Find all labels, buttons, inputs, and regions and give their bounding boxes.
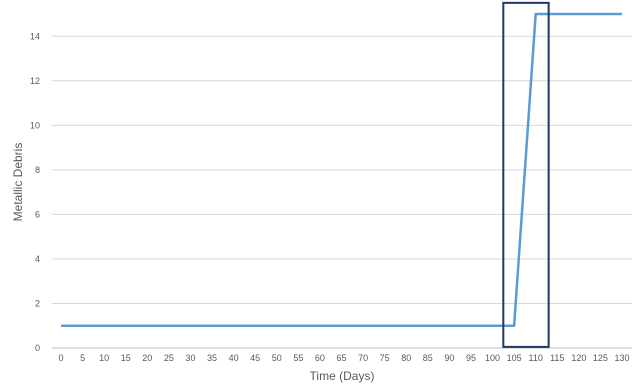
y-tick-label-6: 6 [35, 209, 40, 219]
x-tick-label-110: 110 [529, 353, 543, 363]
x-tick-label-5: 5 [80, 353, 85, 363]
x-tick-label-60: 60 [315, 353, 325, 363]
x-tick-label-20: 20 [142, 353, 152, 363]
y-tick-label-0: 0 [35, 343, 40, 353]
series-group [61, 12, 622, 327]
x-tick-label-25: 25 [164, 353, 174, 363]
y-axis-title: Metallic Debris [11, 143, 25, 222]
x-tick-label-75: 75 [380, 353, 390, 363]
y-tick-label-4: 4 [35, 254, 40, 264]
annotations [502, 1, 550, 348]
y-tick-label-12: 12 [30, 76, 40, 86]
x-tick-label-50: 50 [272, 353, 282, 363]
x-tick-label-85: 85 [423, 353, 433, 363]
y-tick-label-14: 14 [30, 31, 40, 41]
series-line-0 [61, 12, 622, 327]
x-tick-label-10: 10 [99, 353, 109, 363]
x-axis-ticks: 0 5 10 15 20 25 30 35 40 45 50 55 60 65 70 75 80 85 90 95 10… [58, 353, 629, 363]
x-tick-label-125: 125 [593, 353, 608, 363]
x-tick-label-65: 65 [336, 353, 346, 363]
x-tick-label-80: 80 [401, 353, 411, 363]
y-tick-label-2: 2 [35, 298, 40, 308]
highlight-box-0 [502, 1, 550, 348]
x-tick-label-90: 90 [444, 353, 454, 363]
x-tick-label-95: 95 [466, 353, 476, 363]
x-tick-label-115: 115 [550, 353, 564, 363]
gridlines [52, 35, 632, 304]
x-tick-label-45: 45 [250, 353, 260, 363]
x-tick-label-100: 100 [485, 353, 500, 363]
x-tick-label-120: 120 [571, 353, 586, 363]
x-tick-label-40: 40 [229, 353, 239, 363]
y-tick-label-8: 8 [35, 165, 40, 175]
x-tick-label-130: 130 [614, 353, 629, 363]
x-tick-label-15: 15 [121, 353, 131, 363]
x-tick-label-55: 55 [293, 353, 303, 363]
x-tick-label-105: 105 [507, 353, 522, 363]
y-axis-ticks: 0 2 4 6 8 10 12 14 [30, 31, 40, 353]
x-tick-label-0: 0 [58, 353, 63, 363]
x-axis-title: Time (Days) [310, 369, 375, 383]
x-tick-label-30: 30 [185, 353, 195, 363]
x-tick-label-70: 70 [358, 353, 368, 363]
x-tick-label-35: 35 [207, 353, 217, 363]
y-tick-label-10: 10 [30, 120, 40, 130]
